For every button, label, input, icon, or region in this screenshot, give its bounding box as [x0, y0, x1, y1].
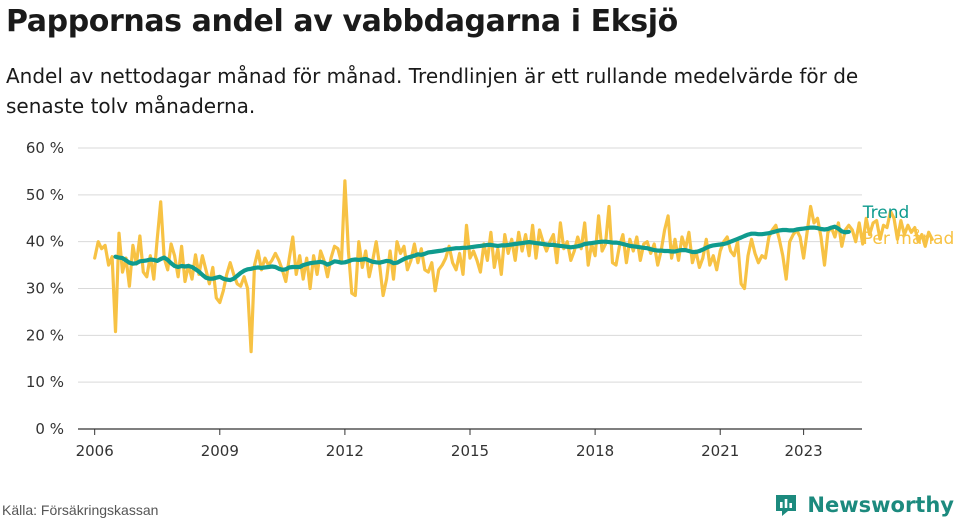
x-tick-label: 2006: [76, 442, 114, 460]
y-tick-label: 30 %: [26, 280, 64, 298]
x-tick-label: 2018: [576, 442, 614, 460]
y-tick-label: 50 %: [26, 186, 64, 204]
series-line-per-manad: [93, 179, 934, 354]
brand-name: Newsworthy: [807, 493, 954, 517]
chart-subtitle: Andel av nettodagar månad för månad. Tre…: [6, 64, 859, 118]
x-tick-label: 2009: [201, 442, 239, 460]
x-tick-label: 2021: [701, 442, 739, 460]
y-tick-label: 10 %: [26, 373, 64, 391]
y-tick-label: 60 %: [26, 139, 64, 157]
series-line-trend: [113, 224, 851, 283]
legend-label-trend: Trend: [862, 203, 910, 223]
y-tick-label: 0 %: [35, 420, 64, 438]
source-note: Källa: Försäkringskassan: [2, 502, 159, 518]
y-tick-label: 40 %: [26, 233, 64, 251]
chart-title: Pappornas andel av vabbdagarna i Eksjö: [6, 4, 678, 39]
x-tick-label: 2012: [326, 442, 364, 460]
newsworthy-icon: [776, 495, 797, 516]
brand-logo: Newsworthy: [773, 492, 954, 518]
y-tick-label: 20 %: [26, 326, 64, 344]
x-tick-label: 2023: [785, 442, 823, 460]
x-tick-label: 2015: [451, 442, 489, 460]
legend-label-per-manad: Per månad: [863, 228, 954, 249]
